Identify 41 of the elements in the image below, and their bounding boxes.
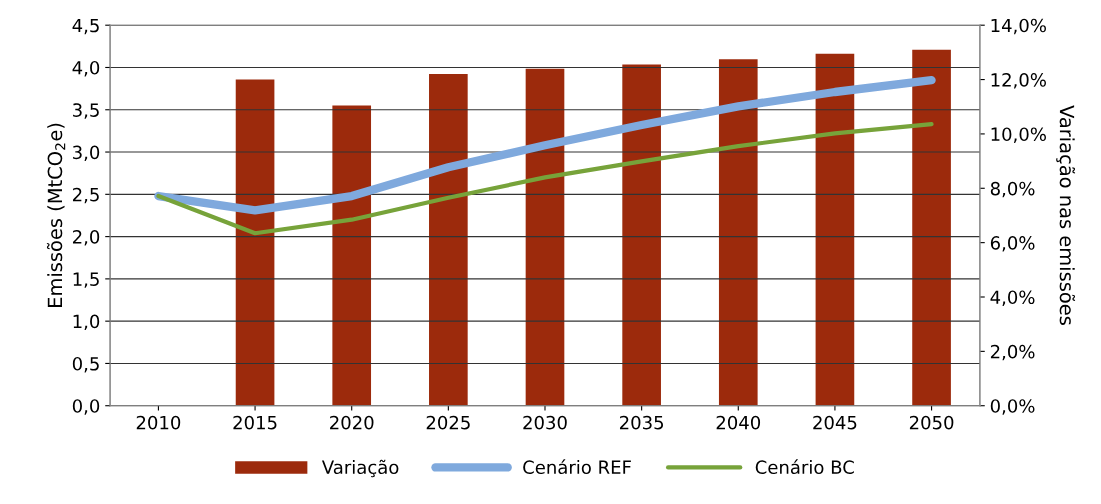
bar bbox=[332, 105, 372, 406]
y-axis-title: Emissões (MtCO$_{2}$e) bbox=[46, 123, 66, 307]
bar bbox=[525, 68, 565, 406]
y-tick-label: 4,5 bbox=[72, 18, 99, 35]
x-tick-label: 2045 bbox=[813, 415, 857, 430]
y-tick-label: 0,0 bbox=[72, 399, 100, 415]
y2-tick-label: 12,0% bbox=[991, 73, 1046, 89]
y2-tick-label: 8,0% bbox=[990, 181, 1035, 198]
x-tick-label: 2035 bbox=[619, 415, 664, 430]
y2-axis-title: Variação nas emissões bbox=[1056, 105, 1076, 325]
bar bbox=[235, 79, 275, 406]
y2-tick-label: 10,0% bbox=[991, 127, 1046, 143]
y2-tick-label: 0,0% bbox=[990, 399, 1035, 415]
legend-label: Cenário BC bbox=[755, 459, 854, 475]
y-tick-label: 0,5 bbox=[72, 356, 99, 373]
x-tick-label: 2050 bbox=[909, 415, 954, 430]
x-tick-label: 2010 bbox=[136, 415, 181, 430]
y2-tick-label: 2,0% bbox=[990, 344, 1035, 361]
bar bbox=[912, 49, 951, 406]
y-tick-label: 3,5 bbox=[73, 103, 99, 119]
y-tick-label: 1,0 bbox=[73, 314, 100, 331]
bar bbox=[815, 53, 855, 406]
legend-label: Cenário REF bbox=[523, 459, 631, 475]
y2-tick-label: 14,0% bbox=[991, 18, 1046, 35]
x-tick-label: 2015 bbox=[233, 415, 277, 430]
y-tick-label: 1,5 bbox=[73, 272, 99, 288]
y-tick-label: 3,0 bbox=[73, 145, 100, 161]
bar bbox=[622, 64, 661, 406]
bar bbox=[718, 59, 758, 406]
x-tick-label: 2030 bbox=[523, 415, 567, 430]
y-tick-label: 2,0 bbox=[72, 230, 100, 246]
x-tick-label: 2025 bbox=[426, 415, 470, 430]
y2-tick-label: 6,0% bbox=[990, 236, 1035, 252]
y2-tick-label: 4,0% bbox=[990, 290, 1035, 306]
x-tick-label: 2020 bbox=[330, 415, 374, 430]
line-series bbox=[156, 122, 934, 236]
legend-label: Variação bbox=[321, 459, 399, 478]
y-tick-label: 4,0 bbox=[72, 60, 100, 77]
x-tick-label: 2040 bbox=[716, 415, 761, 430]
y-tick-label: 2,5 bbox=[72, 187, 99, 204]
bar bbox=[429, 74, 468, 406]
